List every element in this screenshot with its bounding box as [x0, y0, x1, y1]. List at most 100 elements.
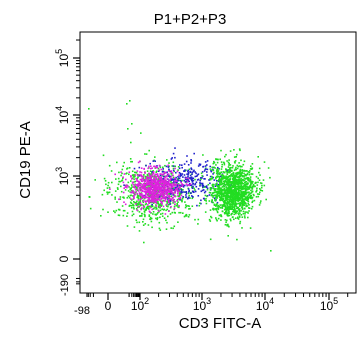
data-point: [183, 163, 186, 165]
data-point: [168, 182, 171, 185]
data-point: [228, 209, 230, 211]
data-point: [132, 181, 134, 183]
data-point: [217, 204, 220, 207]
data-point: [118, 171, 120, 174]
data-point: [161, 196, 164, 199]
data-point: [206, 168, 209, 171]
data-point: [247, 171, 250, 173]
data-point: [160, 168, 163, 171]
data-point: [163, 217, 166, 219]
data-point: [190, 160, 193, 162]
data-point: [222, 186, 224, 188]
data-point: [200, 178, 202, 181]
data-point: [190, 159, 192, 161]
data-point: [162, 197, 164, 199]
data-point: [115, 209, 118, 212]
data-point: [197, 195, 200, 197]
data-point: [219, 199, 221, 202]
data-point: [111, 181, 113, 184]
data-point: [185, 204, 187, 206]
data-point: [213, 189, 216, 191]
data-point: [234, 210, 237, 212]
data-point: [177, 195, 179, 198]
data-point: [170, 190, 173, 192]
data-point: [217, 187, 219, 190]
data-point: [222, 198, 224, 200]
data-point: [217, 170, 220, 172]
data-point: [132, 203, 134, 206]
data-point: [148, 215, 151, 217]
y-tick-label: -190: [59, 274, 71, 296]
data-point: [144, 194, 147, 197]
data-point: [245, 170, 248, 172]
data-point: [177, 206, 179, 208]
data-point: [151, 190, 154, 192]
data-point: [145, 193, 147, 195]
data-point: [134, 171, 136, 174]
data-point: [170, 171, 173, 173]
data-point: [178, 206, 180, 209]
data-point: [145, 164, 147, 167]
data-point: [232, 195, 234, 198]
data-point: [191, 173, 193, 175]
data-point: [250, 194, 252, 197]
data-point: [169, 193, 172, 195]
data-point: [247, 200, 250, 203]
data-point: [229, 167, 231, 169]
data-point: [210, 194, 213, 197]
data-point: [137, 184, 140, 186]
data-point: [119, 198, 122, 200]
data-point: [223, 176, 225, 179]
data-point: [175, 180, 178, 183]
data-point: [244, 211, 246, 213]
data-point: [152, 211, 155, 213]
data-point: [176, 185, 178, 187]
data-point: [252, 185, 255, 188]
data-point: [246, 186, 249, 189]
data-point: [160, 190, 162, 192]
data-point: [231, 203, 233, 206]
data-point: [233, 206, 235, 209]
data-point: [215, 177, 217, 180]
data-point: [133, 204, 135, 207]
data-point: [238, 208, 241, 210]
data-point: [238, 209, 241, 211]
data-point: [168, 188, 170, 191]
data-point: [171, 189, 174, 191]
data-point: [139, 215, 141, 217]
data-point: [158, 169, 161, 171]
data-point: [245, 181, 248, 183]
data-point: [235, 186, 237, 188]
data-point: [225, 195, 227, 197]
data-point: [199, 163, 202, 166]
data-point: [159, 203, 162, 205]
data-point: [172, 227, 174, 230]
data-point: [144, 215, 146, 218]
data-point: [227, 178, 230, 181]
data-point: [251, 190, 254, 192]
data-point: [241, 199, 244, 202]
data-point: [188, 197, 190, 199]
data-point: [200, 199, 202, 202]
data-point: [230, 194, 233, 196]
data-point: [228, 212, 230, 214]
data-point: [168, 180, 170, 183]
data-point: [238, 194, 240, 197]
data-point: [230, 174, 232, 176]
data-point: [139, 202, 142, 204]
data-point: [161, 202, 163, 204]
data-point: [102, 208, 104, 211]
data-point: [246, 183, 248, 186]
data-point: [107, 181, 110, 184]
data-point: [242, 188, 244, 190]
data-point: [221, 183, 223, 186]
data-point: [146, 189, 148, 191]
data-point: [144, 190, 147, 193]
data-point: [194, 178, 196, 181]
data-point: [156, 218, 158, 221]
data-point: [141, 203, 143, 206]
data-point: [247, 212, 249, 214]
data-point: [226, 160, 228, 162]
data-point: [231, 189, 233, 191]
data-point: [118, 209, 121, 211]
